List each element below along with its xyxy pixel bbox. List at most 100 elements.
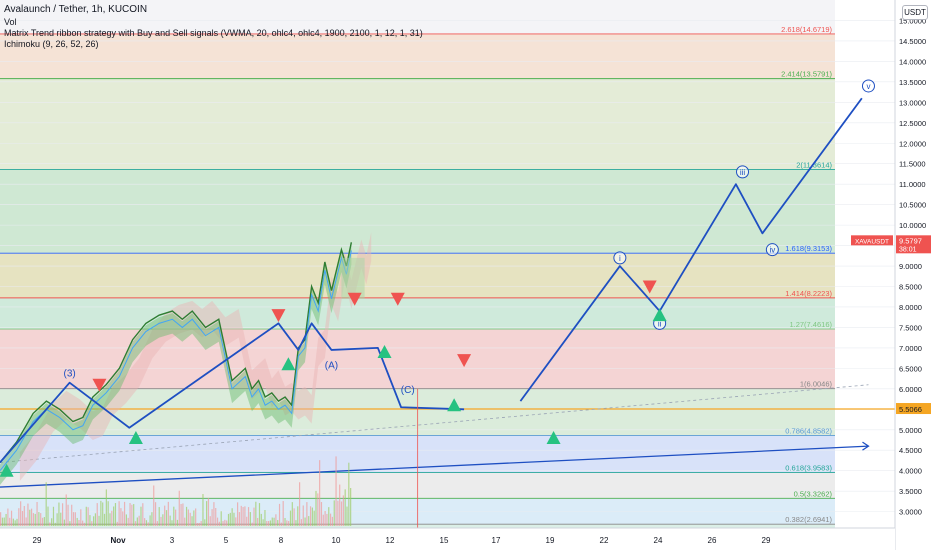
time-tick-label: 17 bbox=[492, 536, 501, 545]
volume-bar bbox=[72, 512, 75, 526]
volume-bar bbox=[74, 512, 76, 526]
volume-bar bbox=[125, 514, 127, 526]
volume-bar bbox=[27, 503, 29, 526]
sell-signal-marker bbox=[271, 309, 286, 323]
volume-bar bbox=[30, 508, 33, 526]
sell-signal-marker bbox=[390, 292, 405, 306]
volume-bar bbox=[76, 517, 78, 526]
volume-bar bbox=[156, 521, 158, 526]
wave-label: iii bbox=[740, 168, 746, 177]
volume-bar bbox=[43, 517, 45, 526]
volume-bar bbox=[235, 517, 237, 526]
volume-bar bbox=[304, 517, 306, 526]
volume-bar bbox=[211, 509, 213, 526]
price-axis-background bbox=[895, 0, 932, 550]
volume-bar bbox=[324, 510, 326, 526]
price-tick-label: 14.0000 bbox=[899, 57, 926, 66]
volume-bar bbox=[142, 503, 144, 526]
chart-title: Avalaunch / Tether, 1h, KUCOIN bbox=[4, 4, 148, 15]
fib-level-label: 1.618(9.3153) bbox=[785, 244, 832, 253]
price-tick-label: 15.0000 bbox=[899, 16, 926, 25]
long-trendline bbox=[0, 445, 869, 488]
volume-bar bbox=[193, 510, 195, 526]
price-tick-label: 10.0000 bbox=[899, 221, 926, 230]
volume-bar bbox=[273, 517, 275, 526]
volume-bar bbox=[113, 506, 115, 526]
volume-bar bbox=[69, 521, 71, 526]
time-tick-label: 15 bbox=[440, 536, 449, 545]
volume-bar bbox=[21, 510, 24, 526]
volume-bar bbox=[218, 521, 220, 526]
dashed-trendline bbox=[0, 384, 869, 463]
volume-bar bbox=[200, 521, 202, 526]
volume-bar bbox=[196, 522, 199, 526]
volume-bar bbox=[202, 494, 204, 526]
trend-ribbon bbox=[0, 244, 352, 486]
volume-bar bbox=[49, 522, 51, 526]
time-tick-label: 19 bbox=[546, 536, 555, 545]
volume-bar bbox=[350, 488, 352, 526]
volume-bar bbox=[175, 509, 177, 526]
volume-bar bbox=[105, 489, 107, 526]
volume-bar bbox=[288, 520, 290, 526]
currency-unit-badge[interactable]: USDT bbox=[902, 5, 928, 20]
volume-bar bbox=[63, 519, 66, 526]
volume-bar bbox=[127, 517, 129, 526]
volume-bar bbox=[319, 460, 321, 526]
volume-bar bbox=[182, 503, 184, 526]
volume-bar bbox=[180, 503, 182, 526]
fib-zone-band bbox=[0, 33, 835, 79]
buy-signal-marker bbox=[652, 308, 667, 322]
volume-bar bbox=[176, 519, 179, 526]
price-tick-label: 12.5000 bbox=[899, 119, 926, 128]
time-axis-background bbox=[0, 528, 895, 550]
volume-bar bbox=[278, 503, 281, 526]
fib-zone-band bbox=[0, 0, 835, 34]
volume-bar bbox=[65, 494, 67, 526]
buy-signal-marker bbox=[0, 463, 14, 477]
volume-bar bbox=[280, 522, 282, 526]
elliott-wave bbox=[519, 97, 863, 402]
volume-bar bbox=[242, 506, 244, 526]
volume-bar bbox=[233, 512, 235, 526]
volume-bar bbox=[309, 506, 312, 526]
fib-level-label: 0.786(4.8582) bbox=[785, 427, 832, 436]
volume-bar bbox=[284, 518, 286, 526]
fib-zone-band bbox=[0, 297, 835, 330]
volume-bar bbox=[138, 515, 140, 526]
volume-bar bbox=[251, 522, 253, 526]
volume-bar bbox=[164, 505, 166, 526]
volume-bar bbox=[335, 456, 337, 526]
price-tick-label: 13.5000 bbox=[899, 78, 926, 87]
volume-bar bbox=[47, 506, 49, 526]
volume-label: Vol bbox=[4, 17, 17, 27]
wave-label-circle bbox=[736, 165, 750, 179]
volume-bar bbox=[244, 506, 246, 526]
volume-bar bbox=[213, 502, 215, 526]
volume-bar bbox=[322, 514, 324, 526]
volume-bar bbox=[45, 482, 47, 526]
wave-label: (3) bbox=[63, 369, 75, 380]
volume-bar bbox=[178, 490, 180, 526]
volume-bar bbox=[82, 520, 84, 526]
last-price-value: 9.5797 bbox=[899, 236, 922, 245]
volume-bar bbox=[145, 520, 148, 526]
volume-bar bbox=[56, 513, 58, 526]
price-tick-label: 4.5000 bbox=[899, 446, 922, 455]
volume-bar bbox=[328, 507, 330, 526]
volume-bar bbox=[32, 513, 35, 526]
price-tick-label: 8.0000 bbox=[899, 303, 922, 312]
volume-bar bbox=[153, 485, 155, 526]
volume-bar bbox=[9, 517, 11, 526]
wave-label: (C) bbox=[401, 385, 415, 396]
volume-bar bbox=[116, 521, 118, 526]
volume-bar bbox=[136, 517, 138, 526]
fib-zone-band bbox=[0, 253, 835, 298]
volume-bar bbox=[348, 462, 350, 526]
price-tick-label: 11.0000 bbox=[899, 180, 926, 189]
volume-bar bbox=[264, 510, 266, 526]
volume-bar bbox=[92, 516, 95, 526]
volume-bar bbox=[224, 519, 226, 526]
ichimoku-cloud bbox=[19, 232, 372, 481]
